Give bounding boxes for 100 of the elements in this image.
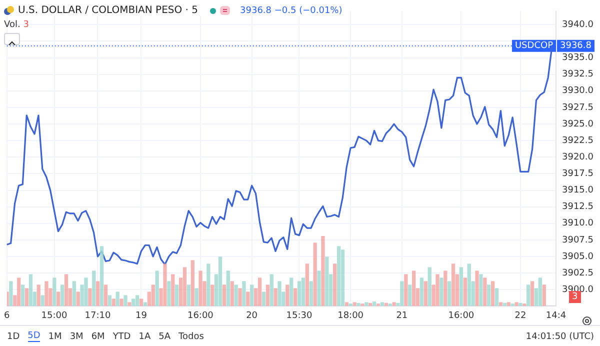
bar [8,281,13,306]
bar [289,278,294,306]
bar [112,298,116,306]
bar [194,288,198,306]
x-tick-label: 6 [4,310,10,321]
x-tick-label: 16:00 [187,310,214,321]
y-tick-label: 3907.5 [562,235,594,246]
y-tick-label: 3935.0 [562,53,594,64]
y-tick-label: 3940.0 [562,20,594,30]
x-tick-label: 15:00 [41,310,68,321]
bar [24,288,28,306]
bar [522,304,526,306]
bar [28,274,32,306]
text: 3 [569,291,581,303]
bar [6,292,9,306]
bar [447,281,452,306]
bar [372,302,376,306]
bar [439,278,444,306]
x-tick-label: 16:00 [448,310,474,321]
bar [234,284,238,306]
bar [482,278,487,306]
bar [360,304,364,306]
bar [104,284,108,306]
bar [514,302,518,306]
bar [459,267,463,306]
bar [40,295,44,306]
bar [404,274,408,306]
y-tick-label: 3910.0 [562,218,594,229]
bar [498,302,502,306]
ref-line-label: 3936.8 [560,41,592,52]
text: 3M [70,332,84,342]
text: 1A [138,332,151,342]
bar [60,284,64,306]
bar [278,281,282,306]
bar [526,284,530,306]
bar [206,264,210,306]
bar [538,278,542,306]
x-tick-label: 20 [246,310,258,321]
bar [494,288,498,306]
bar [443,270,448,306]
x-tick-label: 14:4 [546,310,566,321]
bar [266,284,270,306]
bar [412,270,416,306]
bar [356,303,360,306]
bar [293,288,298,306]
bar [428,267,432,306]
bar [384,303,388,306]
bar [120,298,124,306]
y-tick-label: 3927.5 [562,102,594,113]
bar [174,284,179,306]
bar [336,246,340,306]
bar [309,281,313,306]
bar [420,278,424,306]
bar [463,278,467,306]
bar [348,304,352,306]
bar [242,281,246,306]
text: Todos [178,332,204,342]
bar [155,270,159,306]
y-tick-label: 3905.0 [562,252,594,262]
bar [88,288,92,306]
bar [352,302,356,306]
bar [76,292,80,306]
bar [72,281,76,306]
y-tick-label: 3925.0 [562,119,594,130]
chart-subtitle: 3936.8 −0.5 (−0.01%) [240,6,342,16]
bar [380,302,384,306]
y-tick-label: 3917.5 [562,169,594,180]
bar [321,236,325,306]
y-tick-label: 3930.0 [562,86,594,96]
bar [324,256,329,306]
bar [317,270,321,306]
text: 1M [48,332,62,342]
bar [198,270,202,306]
bar [131,298,136,306]
bar [270,274,274,306]
bar [182,267,186,306]
bar [285,284,290,306]
bar [230,281,234,306]
bar [246,292,250,306]
bar [530,281,534,306]
y-tick-label: 3922.5 [562,136,594,146]
x-tick-label: 21 [396,310,408,321]
bar [52,278,56,306]
bar [368,303,372,306]
bar [392,302,396,306]
bar [408,284,412,306]
bar [116,292,120,306]
bar [340,250,344,306]
bar [84,278,88,306]
bar [170,274,175,306]
bar [502,303,506,306]
bar [20,284,24,306]
bar [305,264,309,306]
text: 6M [91,332,105,342]
bar [518,303,522,306]
y-tick-label: 3902.5 [562,268,594,278]
text: 5D [28,331,40,342]
bar [44,281,48,306]
bar [166,281,171,306]
bar [108,295,112,306]
